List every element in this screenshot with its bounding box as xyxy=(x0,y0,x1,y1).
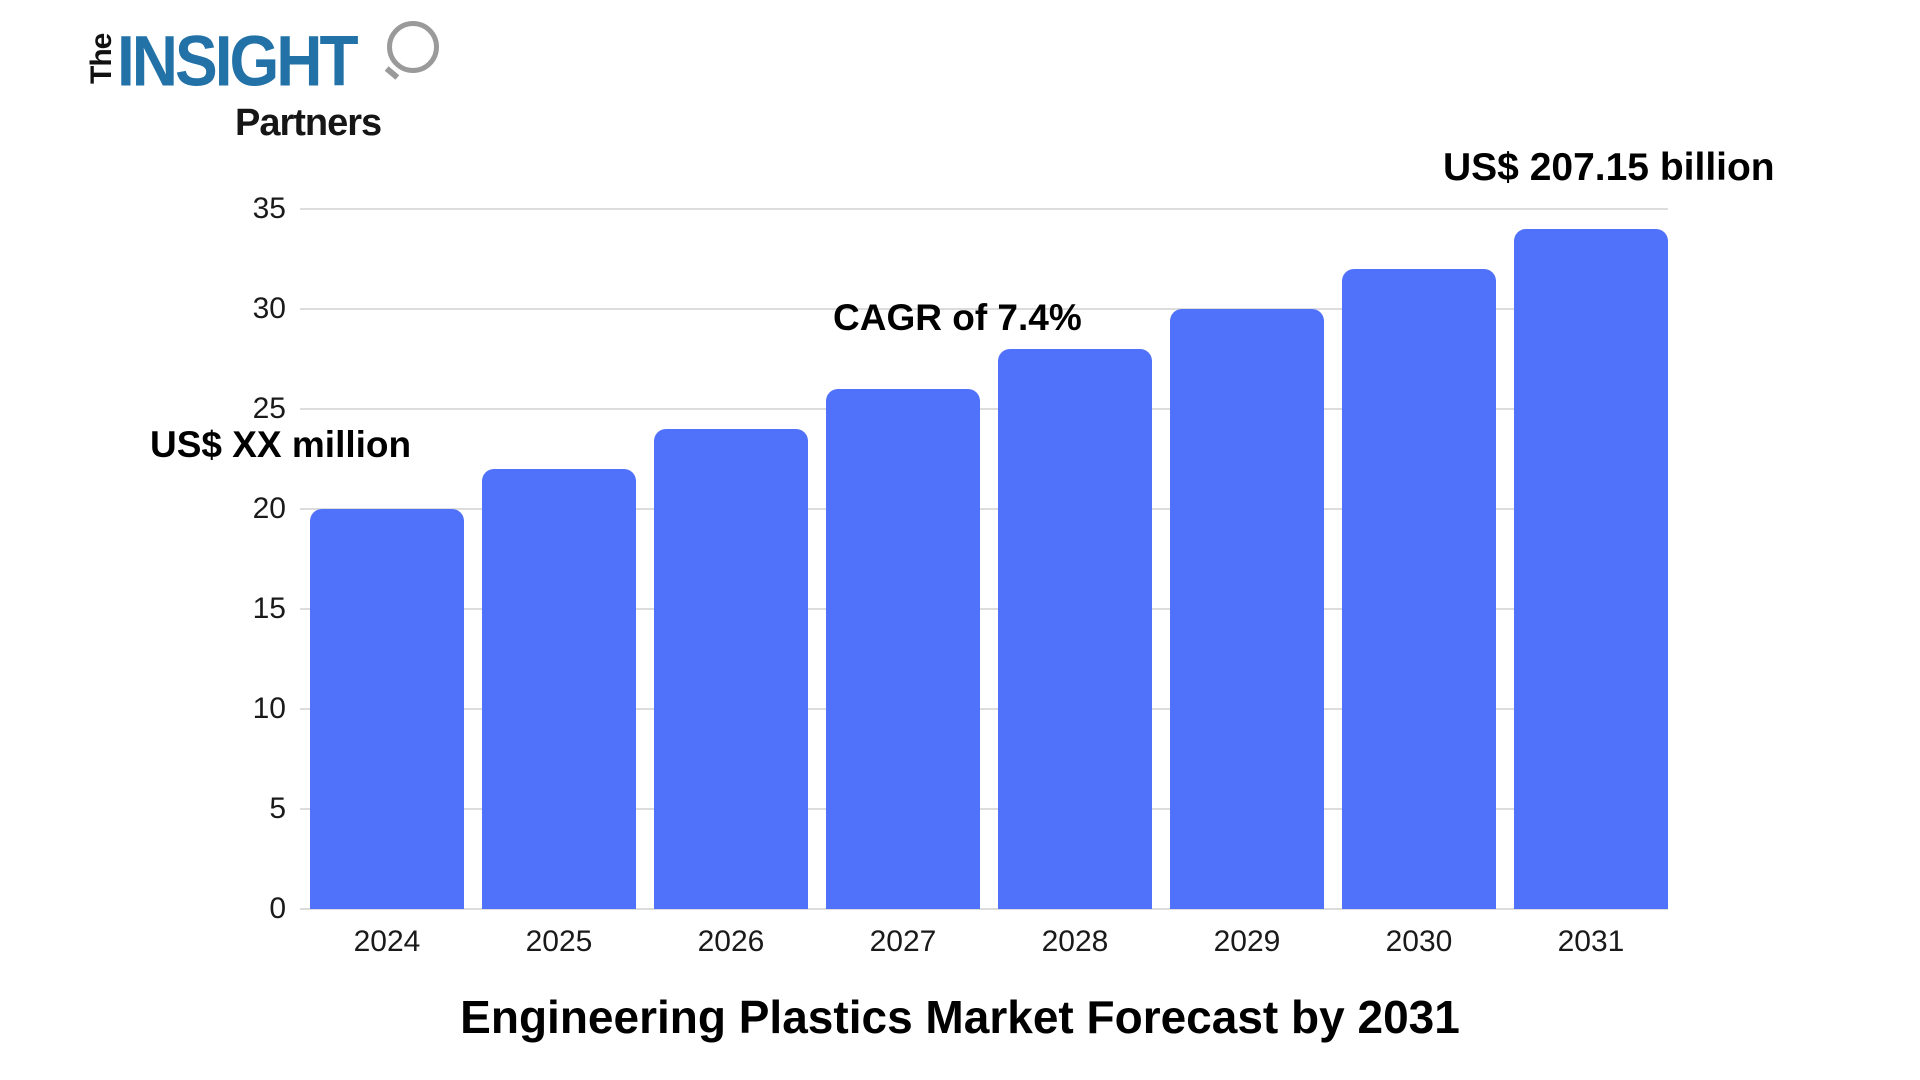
gridline-y-30 xyxy=(300,308,1668,310)
y-tick-label-20: 20 xyxy=(252,492,286,525)
gridline-y-15 xyxy=(300,608,1668,610)
y-tick-label-10: 10 xyxy=(252,692,286,725)
x-tick-label-2028: 2028 xyxy=(1041,925,1109,958)
logo-partners-text: Partners xyxy=(235,102,382,144)
y-tick-label-25: 25 xyxy=(252,392,286,425)
gridline-y-0 xyxy=(300,908,1668,910)
x-tick-label-2024: 2024 xyxy=(353,925,421,958)
gridline-y-5 xyxy=(300,808,1668,810)
bar-2024 xyxy=(310,509,464,909)
annotation-start-value: US$ XX million xyxy=(150,424,412,465)
bar-2031 xyxy=(1514,229,1668,909)
y-tick-label-35: 35 xyxy=(252,192,286,225)
gridline-y-25 xyxy=(300,408,1668,410)
x-tick-label-2030: 2030 xyxy=(1385,925,1453,958)
bar-2028 xyxy=(998,349,1152,909)
bar-2030 xyxy=(1342,269,1496,909)
gridline-y-20 xyxy=(300,508,1668,510)
bar-2026 xyxy=(654,429,808,909)
x-tick-label-2027: 2027 xyxy=(869,925,937,958)
gridline-y-10 xyxy=(300,708,1668,710)
logo-row: The INSIGHT xyxy=(85,21,359,102)
plot-area: 0 5 10 15 20 25 30 35 2024 2025 2026 2027 2028 2029 20… xyxy=(253,192,1668,958)
annotation-end-value: US$ 207.15 billion xyxy=(1443,146,1775,189)
logo-the-text: The xyxy=(85,33,118,84)
y-tick-label-5: 5 xyxy=(269,792,286,825)
bar-2027 xyxy=(826,389,980,909)
y-tick-label-0: 0 xyxy=(269,892,286,925)
bar-2025 xyxy=(482,469,636,909)
x-tick-label-2031: 2031 xyxy=(1557,925,1625,958)
y-tick-label-30: 30 xyxy=(252,292,286,325)
logo-insight-text: INSIGHT xyxy=(117,20,359,102)
bar-2029 xyxy=(1170,309,1324,909)
x-tick-label-2029: 2029 xyxy=(1213,925,1281,958)
x-tick-label-2025: 2025 xyxy=(525,925,593,958)
annotation-cagr: CAGR of 7.4% xyxy=(833,297,1082,338)
chart-title: Engineering Plastics Market Forecast by … xyxy=(460,991,1460,1043)
magnifier-icon xyxy=(387,21,439,73)
x-tick-label-2026: 2026 xyxy=(697,925,765,958)
y-tick-label-15: 15 xyxy=(252,592,286,625)
insight-partners-logo: The INSIGHT Partners xyxy=(85,21,445,147)
gridline-y-35 xyxy=(300,208,1668,210)
